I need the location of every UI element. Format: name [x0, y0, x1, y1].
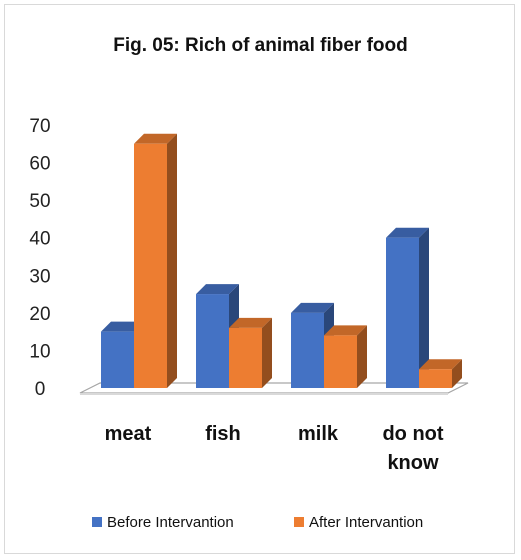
- y-tick-label: 20: [29, 304, 50, 325]
- x-tick-label: fish: [205, 423, 241, 445]
- chart-title: Fig. 05: Rich of animal fiber food: [113, 35, 408, 56]
- y-tick-label: 0: [35, 379, 46, 400]
- y-tick-label: 30: [29, 266, 50, 287]
- x-tick-label: do not: [382, 423, 443, 445]
- y-tick-label: 70: [29, 116, 50, 137]
- y-tick-label: 40: [29, 229, 50, 250]
- bar-top: [134, 133, 177, 144]
- legend-label: After Intervantion: [309, 514, 423, 531]
- x-tick-label: know: [387, 452, 439, 474]
- chart-frame: [4, 4, 515, 554]
- bar: [229, 327, 262, 388]
- bar-side: [262, 317, 272, 388]
- bar-top: [419, 359, 462, 370]
- bar: [291, 312, 324, 388]
- legend-label: Before Intervantion: [107, 514, 234, 531]
- legend-swatch: [294, 517, 304, 527]
- bar-top: [101, 321, 144, 332]
- legend-swatch: [92, 517, 102, 527]
- bar: [101, 331, 134, 388]
- bar: [386, 237, 419, 388]
- y-tick-label: 10: [29, 341, 50, 362]
- bar-top: [386, 227, 429, 238]
- bar: [419, 369, 452, 388]
- bar-side: [357, 325, 367, 388]
- bar-top: [291, 302, 334, 313]
- x-tick-label: meat: [105, 423, 152, 445]
- y-tick-label: 50: [29, 191, 50, 212]
- x-tick-label: milk: [298, 423, 339, 445]
- bar-side: [167, 133, 177, 388]
- y-tick-label: 60: [29, 154, 50, 175]
- chart-floor-edge: [80, 393, 448, 395]
- bar-side: [419, 227, 429, 388]
- bar: [324, 335, 357, 388]
- bar-side: [452, 359, 462, 388]
- bar-top: [229, 317, 272, 328]
- bar-top: [324, 325, 367, 336]
- bar-top: [196, 284, 239, 295]
- bar: [196, 294, 229, 388]
- bar: [134, 143, 167, 388]
